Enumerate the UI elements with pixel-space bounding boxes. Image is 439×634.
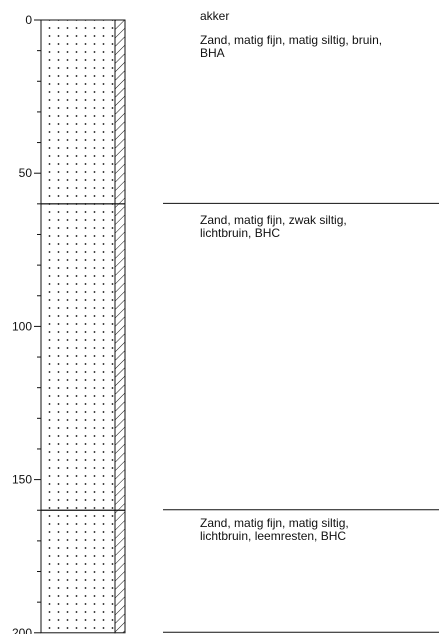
tick-label: 100: [12, 319, 32, 333]
layer-2-sand-fill: [40, 203, 116, 511]
depth-axis: 0 50 100 150 200: [12, 13, 42, 634]
layer-2-silt-hatch: [114, 203, 126, 511]
layer-2-line-2: lichtbruin, BHC: [200, 226, 281, 240]
layer-2-line-1: Zand, matig fijn, zwak siltig,: [200, 213, 347, 227]
layer-2-description: Zand, matig fijn, zwak siltig, lichtbrui…: [200, 214, 347, 240]
layer-1-line-1: Zand, matig fijn, matig siltig, bruin,: [200, 33, 383, 47]
tick-label: 150: [12, 473, 32, 487]
layer-1-line-2: BHA: [200, 46, 225, 60]
soil-column: [40, 19, 126, 634]
layer-3-sand-fill: [40, 509, 116, 634]
tick-label: 200: [12, 626, 32, 634]
layer-1-description: Zand, matig fijn, matig siltig, bruin, B…: [200, 34, 382, 60]
layer-1-sand-fill: [40, 19, 116, 205]
layer-3-line-2: lichtbruin, leemresten, BHC: [200, 529, 347, 543]
layer-1-silt-hatch: [114, 19, 126, 205]
layer-dividers: [163, 202, 439, 633]
layer-3-silt-hatch: [114, 509, 126, 634]
layer-3-line-1: Zand, matig fijn, matig siltig,: [200, 516, 349, 530]
tick-label: 0: [25, 13, 32, 27]
layer-3-description: Zand, matig fijn, matig siltig, lichtbru…: [200, 517, 349, 543]
tick-label: 50: [19, 166, 33, 180]
surface-note: akker: [200, 9, 230, 23]
